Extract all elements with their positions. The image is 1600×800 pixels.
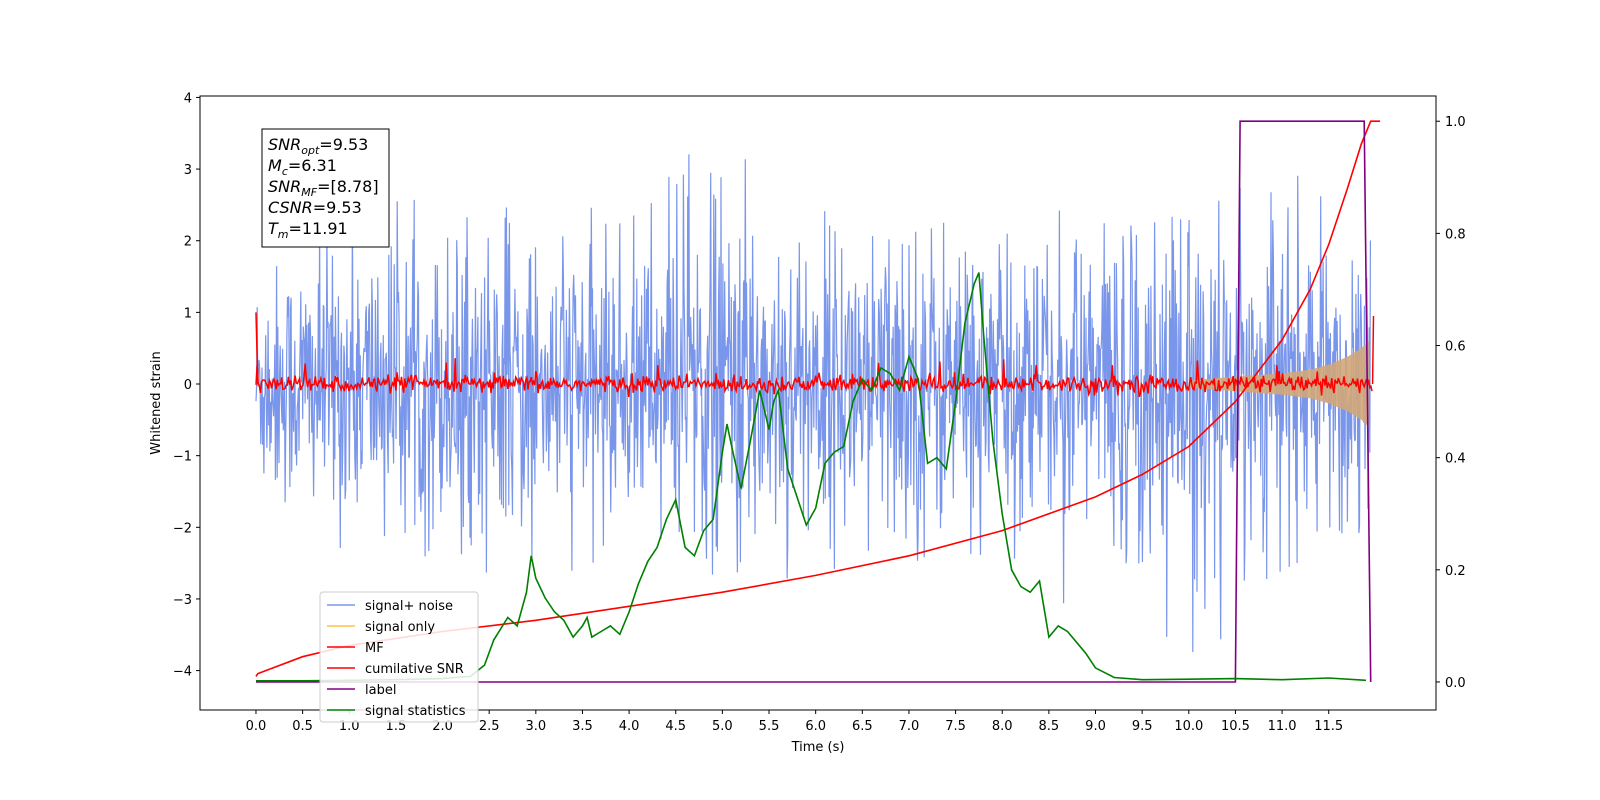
x-axis: 0.0 0.5 1.0 1.5 2.0 2.5 3.0 3.5 4.0 4.5 5.0 5.5 6.0 6… <box>246 710 1343 734</box>
legend-frame <box>319 591 479 723</box>
stats-line: Tm=11.91 <box>268 219 348 241</box>
y-axis-left: 4 3 2 1 0 −1 −2 −3 −4 <box>173 91 200 680</box>
stats-line: SNRopt=9.53 <box>268 135 368 157</box>
y-tick-label: 2 <box>184 235 192 250</box>
y-tick-label: −1 <box>173 450 192 465</box>
y2-tick-label: 0.2 <box>1445 564 1466 579</box>
mf-start-spike <box>255 312 259 385</box>
y2-tick-label: 1.0 <box>1445 115 1466 130</box>
x-tick-label: 3.5 <box>572 719 593 734</box>
legend-entry-label: cumilative SNR <box>365 662 464 677</box>
y2-tick-label: 0.4 <box>1445 452 1466 467</box>
x-tick-label: 11.0 <box>1268 719 1297 734</box>
x-tick-label: 9.5 <box>1132 719 1153 734</box>
legend-entry-label: MF <box>365 641 384 656</box>
y-tick-label: 3 <box>184 163 192 178</box>
x-tick-label: 0.0 <box>246 719 267 734</box>
x-tick-label: 4.0 <box>619 719 640 734</box>
plot-frame <box>199 95 1437 711</box>
series-signal-statistics <box>256 272 1367 682</box>
x-tick-label: 1.5 <box>386 719 407 734</box>
stats-box-frame <box>261 128 390 248</box>
y2-tick-label: 0.0 <box>1445 676 1466 691</box>
legend-entry-label: label <box>365 683 396 698</box>
x-tick-label: 8.5 <box>1039 719 1060 734</box>
stats-line: CSNR=9.53 <box>268 198 362 217</box>
x-tick-label: 11.5 <box>1314 719 1343 734</box>
x-tick-label: 4.5 <box>665 719 686 734</box>
x-tick-label: 7.5 <box>945 719 966 734</box>
x-tick-label: 5.5 <box>759 719 780 734</box>
y-tick-label: −4 <box>173 665 192 680</box>
x-tick-label: 2.0 <box>432 719 453 734</box>
y-tick-label: 0 <box>184 378 192 393</box>
y2-tick-label: 0.8 <box>1445 227 1466 242</box>
series-label <box>256 120 1372 683</box>
legend-entry-label: signal+ noise <box>365 599 453 614</box>
y-tick-label: 1 <box>184 306 192 321</box>
series-signal-plus-noise <box>255 154 1371 653</box>
y-tick-label: −2 <box>173 521 192 536</box>
y-axis-right: 1.0 0.8 0.6 0.4 0.2 0.0 <box>1436 115 1466 691</box>
x-tick-label: 7.0 <box>899 719 920 734</box>
mf-end-spike <box>1371 315 1375 385</box>
y-tick-label: 4 <box>184 91 192 106</box>
x-tick-label: 6.0 <box>805 719 826 734</box>
legend-entry-label: signal only <box>365 620 435 635</box>
stats-line: SNRMF=[8.78] <box>268 177 379 199</box>
series-mf <box>255 358 1373 398</box>
legend: signal+ noise signal only MF cumilative SNR… <box>319 591 479 723</box>
x-tick-label: 1.0 <box>339 719 360 734</box>
x-tick-label: 0.5 <box>292 719 313 734</box>
x-tick-label: 10.5 <box>1221 719 1250 734</box>
series-signal-only <box>1188 341 1369 427</box>
y2-tick-label: 0.6 <box>1445 340 1466 355</box>
x-tick-label: 3.0 <box>525 719 546 734</box>
x-tick-label: 2.5 <box>479 719 500 734</box>
x-tick-label: 6.5 <box>852 719 873 734</box>
x-tick-label: 8.0 <box>992 719 1013 734</box>
x-tick-label: 5.0 <box>712 719 733 734</box>
legend-entry-label: signal statistics <box>365 704 466 719</box>
x-tick-label: 10.0 <box>1174 719 1203 734</box>
stats-line: Mc=6.31 <box>268 156 337 178</box>
x-tick-label: 9.0 <box>1085 719 1106 734</box>
y-axis-label: Whitened strain <box>149 351 164 454</box>
y-tick-label: −3 <box>173 593 192 608</box>
x-axis-label: Time (s) <box>791 740 845 755</box>
